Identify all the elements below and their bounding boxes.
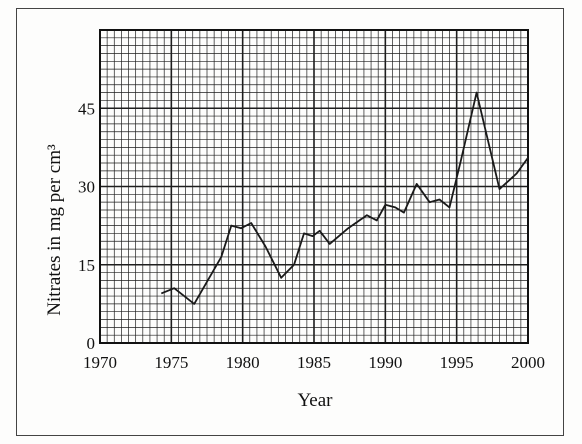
x-axis-title: Year — [297, 390, 333, 411]
y-axis-ticks: 0 15 30 45 — [78, 99, 95, 353]
y-tick-label: 0 — [87, 334, 96, 353]
x-tick-label: 1995 — [440, 353, 474, 372]
x-tick-label: 1980 — [226, 353, 260, 372]
x-tick-label: 2000 — [511, 353, 545, 372]
x-tick-label: 1975 — [154, 353, 188, 372]
chart-grid — [99, 29, 529, 344]
y-tick-label: 45 — [78, 99, 95, 118]
y-axis-title: Nitrates in mg per cm³ — [44, 144, 65, 316]
x-tick-label: 1985 — [297, 353, 331, 372]
plot-area-border — [99, 29, 529, 344]
x-tick-label: 1970 — [83, 353, 117, 372]
y-tick-label: 30 — [78, 178, 95, 197]
figure-frame — [16, 8, 564, 436]
series-line-nitrates — [160, 91, 529, 305]
x-axis-ticks: 1970 1975 1980 1985 1990 1995 2000 — [83, 353, 545, 372]
x-tick-label: 1990 — [368, 353, 402, 372]
y-tick-label: 15 — [78, 256, 95, 275]
